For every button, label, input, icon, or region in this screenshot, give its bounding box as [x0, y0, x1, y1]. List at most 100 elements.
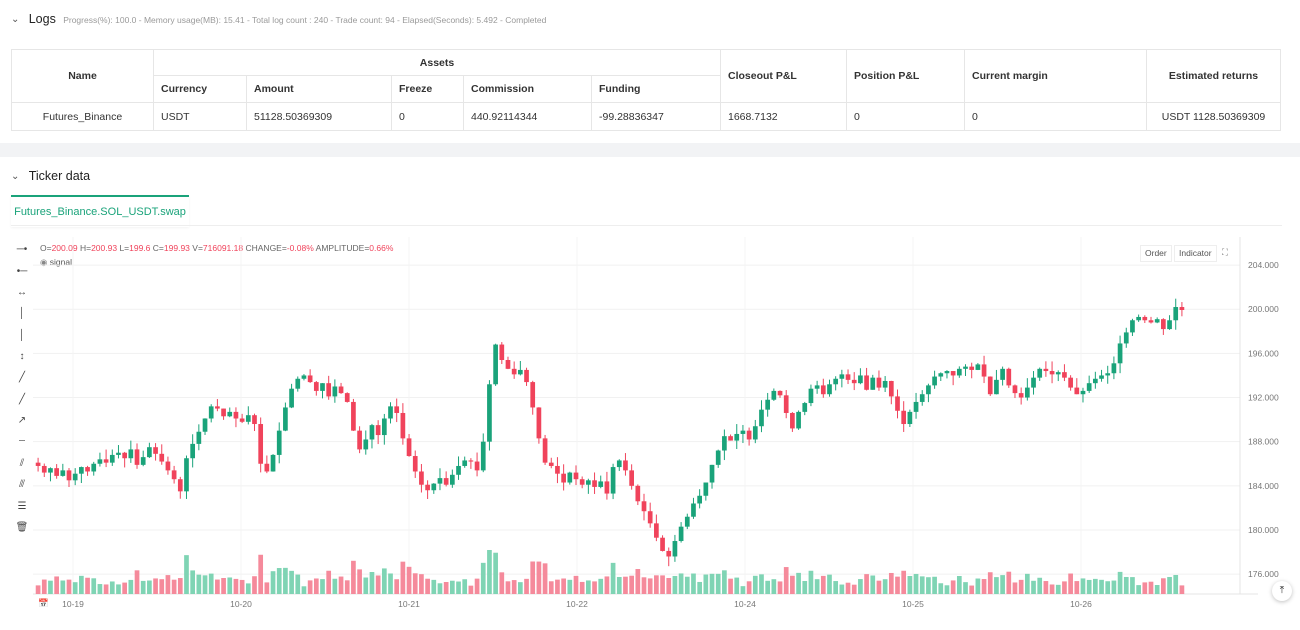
ray-icon[interactable]: ╱ — [18, 372, 26, 383]
logs-header[interactable]: ⌄ Logs Progress(%): 100.0 - Memory usage… — [11, 12, 546, 26]
volume-bar — [1018, 579, 1024, 594]
candle-body — [765, 399, 771, 410]
price-line-icon[interactable]: ┄ — [18, 436, 26, 447]
volume-bar — [901, 570, 907, 594]
candle-body — [722, 436, 727, 451]
volume-bar — [666, 577, 672, 594]
vertical-line-icon[interactable]: │ — [18, 330, 26, 341]
volume-bar — [109, 581, 115, 594]
candle-body — [493, 344, 498, 385]
volume-bar — [357, 569, 362, 594]
assets-group-header: Assets — [153, 49, 721, 76]
candle-body — [987, 376, 993, 395]
candle-body — [740, 430, 746, 434]
vertical-segment-icon[interactable]: ↕ — [19, 351, 25, 362]
fullscreen-icon[interactable]: ⛶ — [1218, 245, 1232, 260]
trash-icon[interactable]: 🗑 — [15, 522, 29, 533]
tab-sol-usdt-swap[interactable]: Futures_Binance.SOL_USDT.swap — [11, 195, 189, 227]
candle-body — [171, 470, 177, 480]
candle-body — [654, 523, 659, 538]
candlestick-chart[interactable]: 204.000 200.000 196.000 192.000 188.000 184.0… — [0, 157, 1300, 630]
eye-icon[interactable]: ◉ — [40, 257, 48, 267]
volume-bar — [147, 580, 152, 594]
volume-bar — [1099, 579, 1104, 594]
volume-bar — [944, 585, 950, 594]
fib-retracement-icon[interactable]: ☰ — [17, 501, 27, 512]
col-margin: Current margin — [964, 49, 1147, 103]
col-currency: Currency — [153, 75, 247, 103]
volume-bar — [72, 582, 78, 594]
indicator-button[interactable]: Indicator — [1174, 245, 1217, 262]
candle-body — [1031, 377, 1036, 388]
candle-body — [641, 501, 647, 512]
candle-body — [97, 459, 103, 464]
volume-bar — [524, 578, 529, 594]
fib-channel-icon[interactable]: ⫻ — [19, 479, 25, 490]
x-tick-label: 10-20 — [230, 599, 252, 609]
volume-bar — [963, 582, 968, 594]
candle-body — [54, 468, 59, 476]
candle-body — [524, 369, 529, 383]
candle-body — [567, 472, 573, 483]
volume-bar — [703, 574, 709, 594]
volume-bar — [412, 573, 418, 594]
calendar-icon[interactable]: 📅 — [38, 598, 49, 608]
candle-body — [313, 382, 319, 391]
cell-name: Futures_Binance — [11, 102, 154, 131]
volume-bar — [1037, 577, 1043, 594]
chevron-down-icon[interactable]: ⌄ — [11, 171, 20, 182]
chevron-down-icon[interactable]: ⌄ — [11, 14, 20, 25]
candle-body — [474, 461, 480, 471]
candle-body — [728, 436, 733, 441]
candle-body — [227, 411, 233, 417]
horizontal-segment-icon[interactable]: ↔ — [17, 287, 27, 298]
candle-body — [1018, 393, 1024, 398]
candle-body — [332, 386, 338, 397]
scroll-top-button[interactable]: ⤒ — [1272, 581, 1292, 601]
order-button[interactable]: Order — [1140, 245, 1172, 262]
candle-body — [147, 447, 152, 458]
candle-body — [888, 380, 894, 397]
volume-bar — [684, 576, 690, 594]
volume-bar — [239, 579, 245, 594]
candle-body — [530, 382, 536, 408]
volume-bar — [406, 566, 412, 594]
candle-body — [858, 375, 863, 384]
vertical-ray-icon[interactable]: │ — [18, 308, 26, 319]
signal-legend[interactable]: ◉ signal — [40, 257, 72, 268]
candle-body — [270, 454, 276, 472]
volume-bar — [790, 575, 795, 594]
volume-bar — [864, 574, 869, 594]
parallel-channel-icon[interactable]: ⫽ — [19, 458, 25, 469]
c-label: C= — [152, 243, 164, 253]
candle-body — [252, 415, 257, 425]
arrow-line-icon[interactable]: ↗ — [17, 415, 27, 426]
candle-body — [956, 368, 962, 376]
volume-bar — [54, 576, 59, 594]
candle-body — [1123, 332, 1129, 344]
volume-bar — [227, 577, 233, 594]
horizontal-ray-icon[interactable]: ─• — [16, 244, 28, 255]
candle-body — [542, 438, 548, 463]
volume-bar — [270, 571, 276, 594]
candle-body — [116, 452, 121, 455]
ticker-header[interactable]: ⌄ Ticker data — [11, 169, 90, 183]
volume-bar — [1006, 571, 1012, 594]
volume-bar — [159, 579, 165, 594]
candle-body — [777, 390, 783, 396]
volume-bar — [926, 577, 931, 594]
candle-body — [258, 424, 264, 464]
cell-currency: USDT — [153, 102, 247, 131]
trend-line-icon[interactable]: ╱ — [18, 394, 26, 405]
volume-bar — [338, 576, 344, 594]
volume-bar — [419, 574, 424, 594]
volume-bar — [79, 575, 84, 594]
volume-bar — [1000, 575, 1005, 594]
horizontal-line-icon[interactable]: •─ — [16, 266, 28, 277]
volume-bar — [808, 570, 814, 594]
volume-bar — [536, 561, 542, 594]
volume-bar — [895, 576, 900, 594]
cell-returns: USDT 1128.50369309 — [1146, 102, 1281, 131]
volume-bar — [468, 585, 474, 594]
candle-body — [419, 471, 424, 485]
